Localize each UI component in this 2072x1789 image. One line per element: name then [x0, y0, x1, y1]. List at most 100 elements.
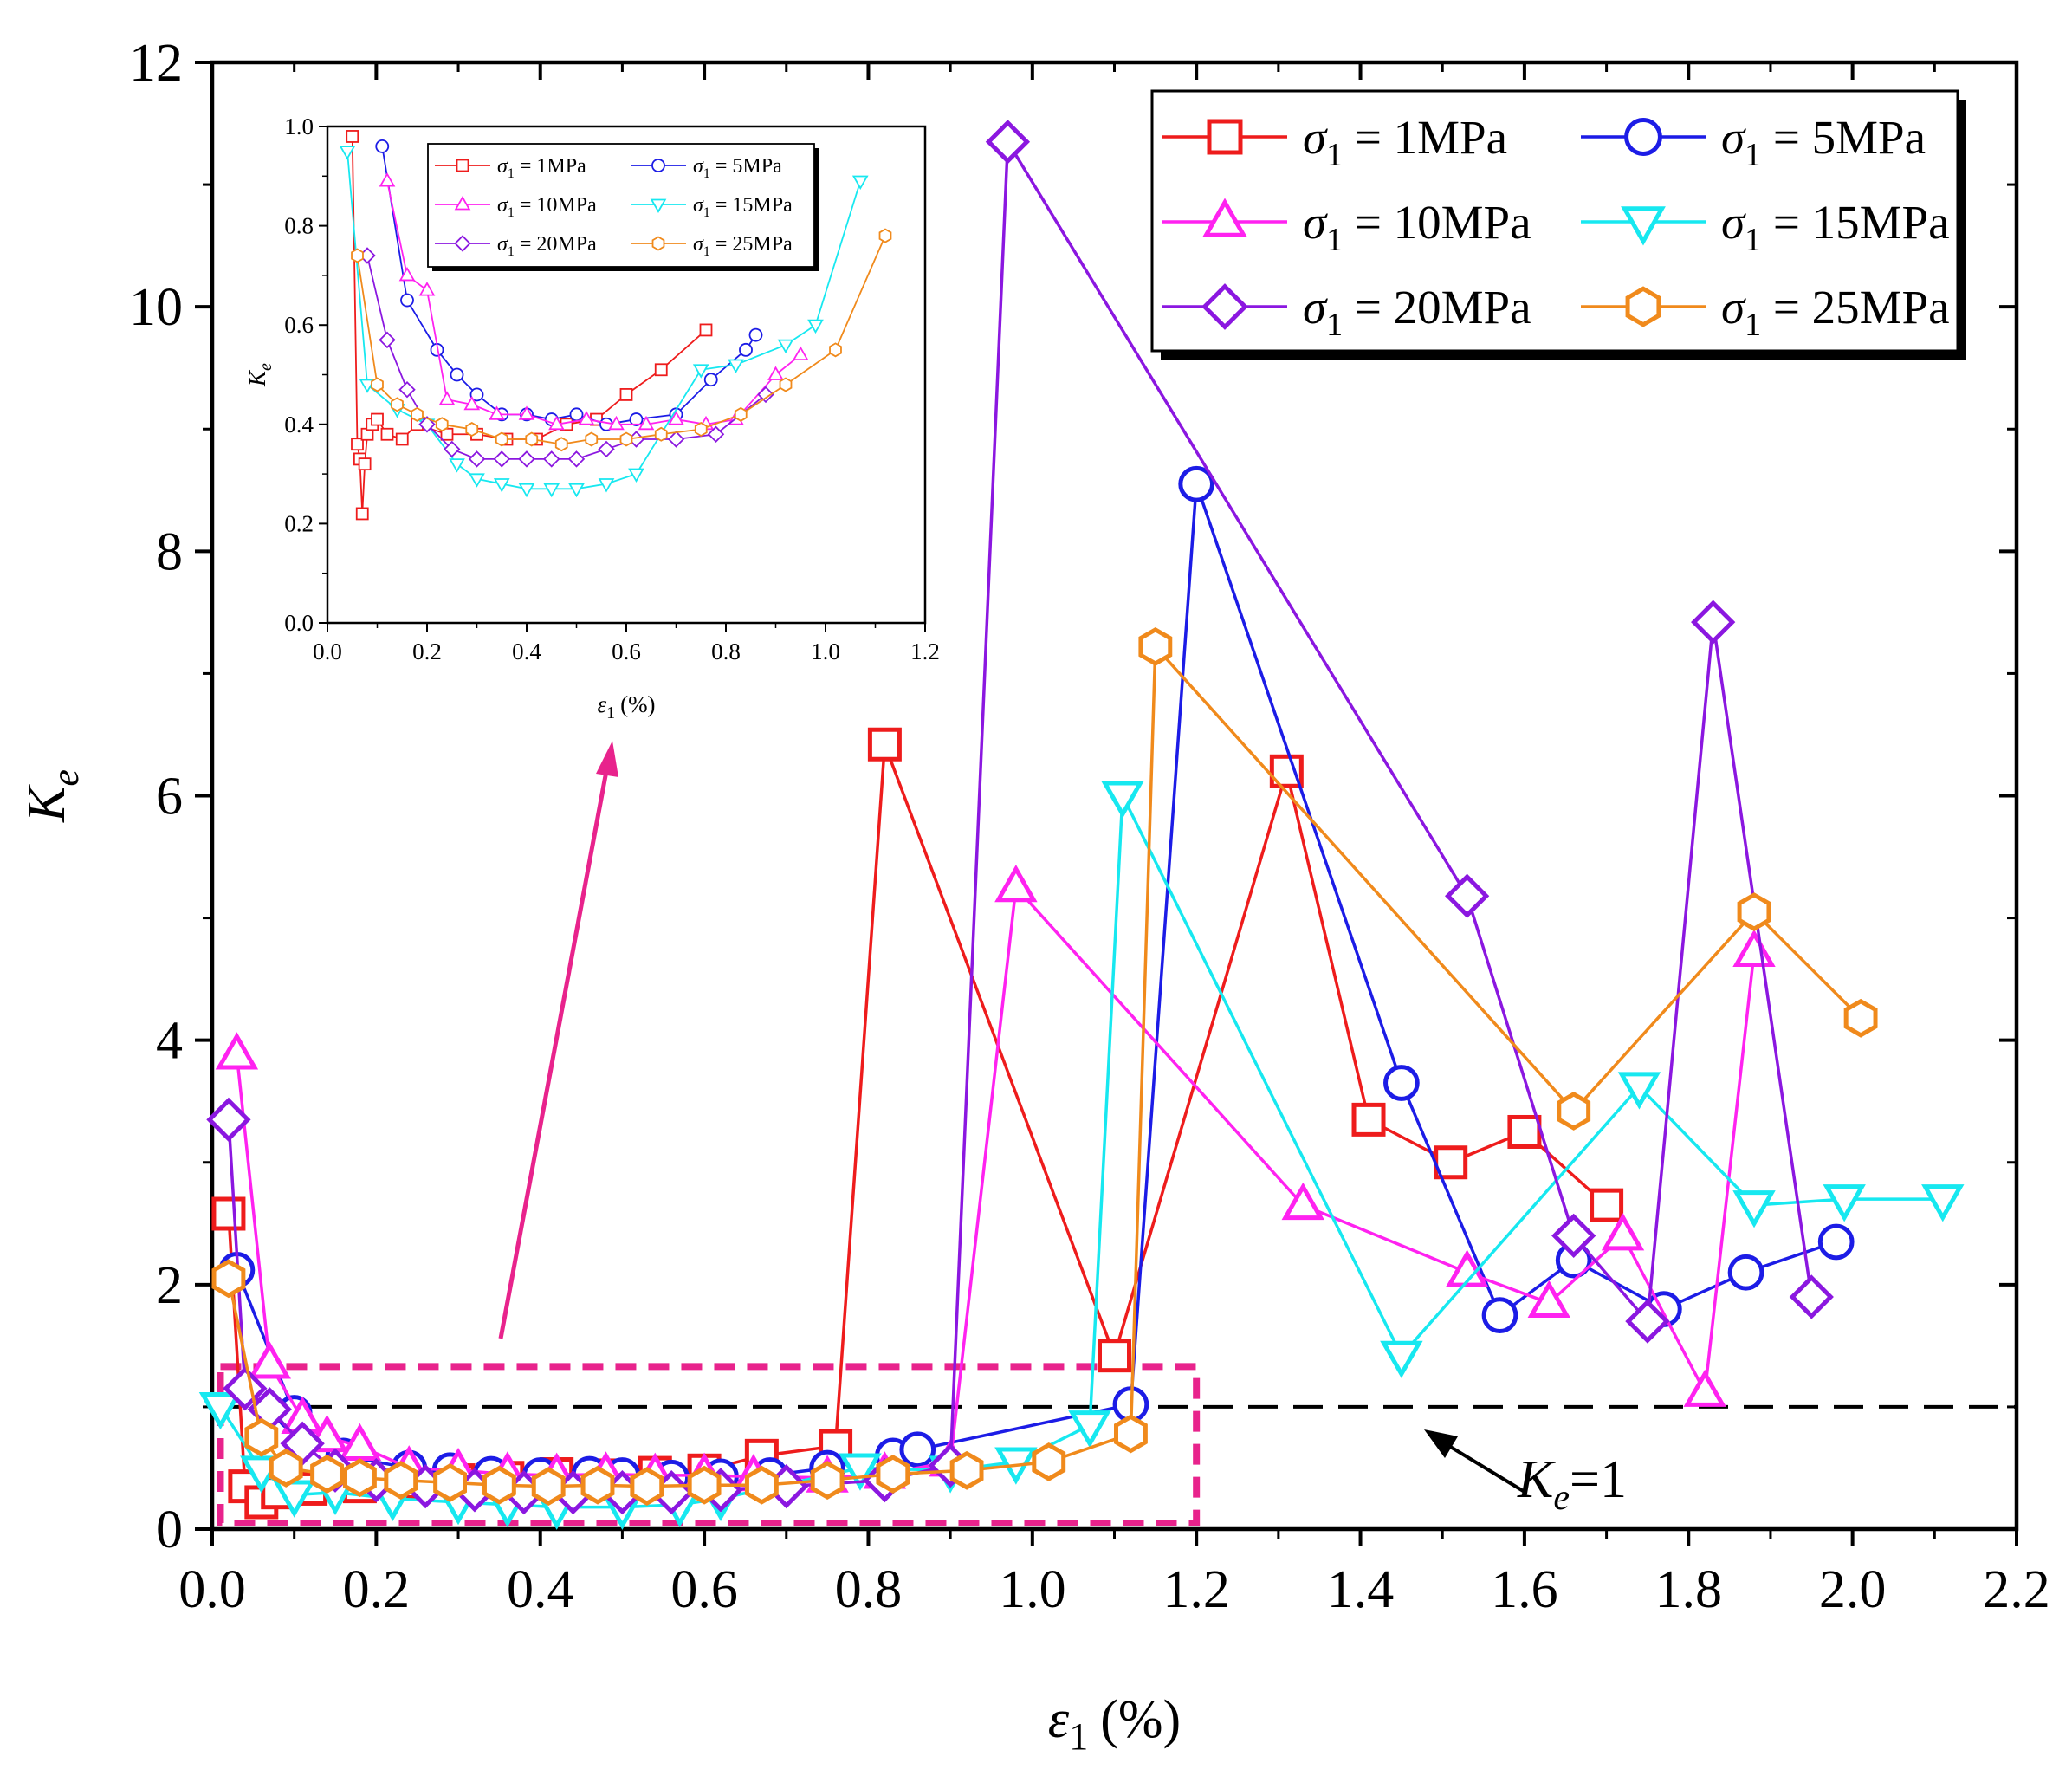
data-point [1843, 998, 1878, 1038]
inset-data-point [779, 377, 793, 392]
inset-data-point [493, 450, 510, 468]
data-point [1732, 1190, 1776, 1228]
inset-legend-label: σ1 = 25MPa [693, 233, 793, 259]
data-point [1068, 1410, 1111, 1449]
legend-subscript: 1 [1745, 137, 1761, 173]
inset-x-axis-unit: (%) [620, 691, 655, 717]
x-tick-label: 0.0 [178, 1560, 246, 1619]
legend-item: σ1 = 25MPa [1581, 281, 1950, 343]
inset-legend-subscript: 1 [508, 205, 515, 220]
legend-label: σ1 = 1MPa [1303, 111, 1507, 173]
data-point [1683, 1369, 1726, 1407]
inset-x-tick-label: 0.6 [612, 638, 641, 664]
legend-rest: = 20MPa [1343, 281, 1531, 334]
inset-legend-symbol: σ [497, 155, 508, 178]
data-point [1727, 1254, 1764, 1291]
data-point [1789, 1274, 1834, 1319]
y-axis-subscript: e [44, 769, 87, 787]
inset-data-point [667, 431, 685, 448]
inset-data-point [379, 331, 396, 349]
data-point [269, 1449, 303, 1488]
inset-x-tick-label: 0.8 [711, 638, 741, 664]
inset-data-point [449, 458, 465, 473]
inset-data-point [578, 411, 595, 425]
inset-x-tick-label: 1.0 [811, 638, 840, 664]
inset-data-point [554, 437, 568, 452]
inset-data-point [543, 450, 560, 468]
data-point [1101, 781, 1144, 819]
inset-data-point [654, 426, 668, 442]
data-point [215, 1032, 259, 1070]
inset-data-point [598, 478, 615, 493]
annotation-arrowhead [1424, 1429, 1458, 1458]
legend-subscript: 1 [1326, 222, 1343, 258]
inset-legend-item: σ1 = 15MPa [631, 194, 793, 220]
x-tick-label: 0.4 [507, 1560, 574, 1619]
data-point [1691, 600, 1736, 645]
series-line [227, 742, 1608, 1504]
legend-label: σ1 = 5MPa [1721, 111, 1926, 173]
inset-data-point [358, 457, 372, 471]
inset-legend-rest: = 25MPa [710, 233, 793, 256]
inset-data-point [878, 228, 892, 243]
data-point [1281, 1182, 1324, 1221]
data-point [433, 1462, 468, 1502]
inset-data-point [734, 406, 748, 422]
inset-data-point [380, 427, 394, 441]
data-point [1481, 1297, 1518, 1333]
inset-legend-rest: = 1MPa [515, 155, 586, 178]
inset-data-point [668, 411, 684, 425]
legend-label: σ1 = 20MPa [1303, 281, 1531, 343]
inset-legend-subscript: 1 [508, 166, 515, 181]
data-point [1527, 1280, 1571, 1318]
inset-legend-rest: = 15MPa [710, 194, 793, 217]
data-point [985, 120, 1031, 165]
data-point [630, 1467, 664, 1507]
data-point [1557, 1092, 1591, 1131]
data-point [810, 1461, 845, 1501]
data-point [384, 1461, 418, 1501]
inset-y-tick-label: 0.4 [284, 412, 314, 438]
data-point [1383, 1065, 1420, 1101]
inset-data-point [567, 450, 586, 468]
data-point [876, 1455, 910, 1494]
data-point [342, 1458, 377, 1498]
inset-legend-label: σ1 = 5MPa [693, 155, 782, 181]
data-point [580, 1465, 615, 1505]
inset-data-point [351, 438, 364, 451]
inset-series-6 [351, 228, 892, 452]
inset-x-tick-label: 1.2 [910, 638, 940, 664]
inset-legend-symbol: σ [693, 155, 704, 178]
ref-label-symbol: K [1517, 1450, 1557, 1509]
inset-legend-label: σ1 = 1MPa [497, 155, 586, 181]
inset-x-tick-label: 0.2 [412, 638, 442, 664]
inset-y-tick-label: 0.0 [284, 610, 314, 636]
data-point [1380, 1340, 1423, 1378]
inset-data-point [465, 422, 479, 438]
data-point [1444, 873, 1490, 918]
inset-data-point [355, 507, 369, 521]
inset-data-point [463, 395, 481, 411]
inset-data-point [375, 139, 390, 153]
inset-data-point [450, 367, 464, 382]
data-point [1551, 1213, 1596, 1259]
inset-legend-subscript: 1 [703, 166, 710, 181]
inset-data-point [400, 293, 414, 308]
inset-data-point [568, 483, 585, 498]
inset-legend-subscript: 1 [508, 244, 515, 259]
inset-data-point [518, 405, 535, 420]
inset-legend-item: σ1 = 20MPa [435, 233, 597, 259]
series-4 [198, 781, 1965, 1530]
data-point [949, 1450, 984, 1490]
inset-data-point [699, 323, 713, 337]
series-line [218, 794, 1943, 1509]
inset-data-point [346, 130, 359, 143]
data-point [899, 1431, 936, 1468]
inset-x-axis-symbol: ε [597, 691, 606, 717]
inset-data-point [792, 346, 809, 361]
inset-legend-label: σ1 = 20MPa [497, 233, 597, 259]
data-point [867, 727, 902, 762]
inset-data-point [438, 391, 456, 405]
